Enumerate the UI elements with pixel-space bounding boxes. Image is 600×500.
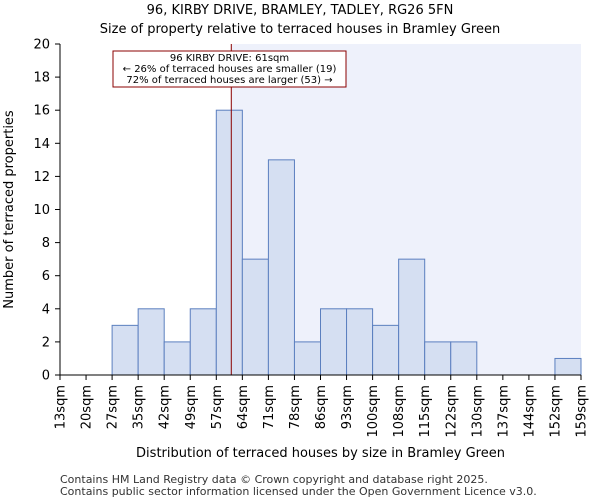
bar-35sqm [137, 308, 165, 376]
bar-86sqm [320, 308, 348, 376]
y-tick-label: 20 [33, 38, 50, 53]
annotation-line-3: 72% of terraced houses are larger (53) → [126, 75, 332, 86]
y-tick-label: 2 [42, 335, 50, 350]
bar-115sqm [424, 341, 452, 376]
chart-title-subtitle: Size of property relative to terraced ho… [99, 22, 501, 37]
bar-71sqm [267, 159, 295, 376]
x-tick-label: 86sqm [314, 385, 329, 429]
x-tick-label: 35sqm [132, 385, 147, 429]
footer-credit-line-1: Contains HM Land Registry data © Crown c… [60, 473, 488, 486]
x-tick-label: 71sqm [262, 385, 277, 429]
bar-49sqm [189, 308, 217, 376]
x-tick-label: 137sqm [496, 385, 511, 438]
y-tick-label: 0 [42, 369, 50, 384]
bar-27sqm [111, 324, 139, 376]
footer-credit-line-2: Contains public sector information licen… [60, 485, 537, 498]
x-tick-label: 57sqm [210, 385, 225, 429]
y-tick-label: 10 [33, 203, 50, 218]
x-tick-label: 27sqm [106, 385, 121, 429]
bar-152sqm [554, 357, 582, 376]
bar-108sqm [398, 258, 426, 376]
x-tick-label: 115sqm [418, 385, 433, 438]
y-tick-label: 6 [42, 269, 50, 284]
x-tick-label: 42sqm [158, 385, 173, 429]
y-tick-label: 14 [33, 137, 50, 152]
bar-42sqm [163, 341, 191, 376]
y-axis-label: Number of terraced properties [2, 110, 17, 309]
bar-64sqm [241, 258, 269, 376]
annotation-line-2: ← 26% of terraced houses are smaller (19… [123, 64, 337, 75]
x-tick-label: 49sqm [184, 385, 199, 429]
annotation-line-1: 96 KIRBY DRIVE: 61sqm [170, 53, 289, 64]
y-tick-label: 4 [42, 302, 50, 317]
y-tick-label: 12 [33, 170, 50, 185]
x-tick-label: 144sqm [522, 385, 537, 438]
y-tick-label: 8 [42, 236, 50, 251]
x-tick-label: 130sqm [470, 385, 485, 438]
chart-title-address: 96, KIRBY DRIVE, BRAMLEY, TADLEY, RG26 5… [146, 3, 454, 18]
x-tick-label: 122sqm [444, 385, 459, 438]
x-tick-label: 20sqm [80, 385, 95, 429]
bar-57sqm [215, 109, 243, 376]
bar-122sqm [450, 341, 478, 376]
x-tick-label: 64sqm [236, 385, 251, 429]
x-tick-label: 152sqm [548, 385, 563, 438]
y-ticks-group: 0 2 4 6 8 10 12 14 16 18 20 [33, 38, 60, 384]
x-tick-label: 108sqm [392, 385, 407, 438]
bar-93sqm [346, 308, 374, 376]
annotation-box: 96 KIRBY DRIVE: 61sqm ← 26% of terraced … [112, 50, 347, 88]
bars-group [111, 109, 582, 376]
x-ticks-group: 13sqm 20sqm 27sqm 35sqm 42sqm 49sqm 57sqm 64sqm… [54, 375, 590, 438]
x-tick-label: 100sqm [366, 385, 381, 438]
x-tick-label: 78sqm [288, 385, 303, 429]
bar-100sqm [372, 324, 400, 376]
x-tick-label: 13sqm [54, 385, 69, 429]
x-axis-label: Distribution of terraced houses by size … [136, 446, 505, 461]
x-tick-label: 159sqm [575, 385, 590, 438]
annotation-border [112, 50, 347, 88]
y-tick-label: 16 [33, 104, 50, 119]
bar-78sqm [293, 341, 322, 376]
y-tick-label: 18 [33, 71, 50, 86]
x-tick-label: 93sqm [340, 385, 355, 429]
